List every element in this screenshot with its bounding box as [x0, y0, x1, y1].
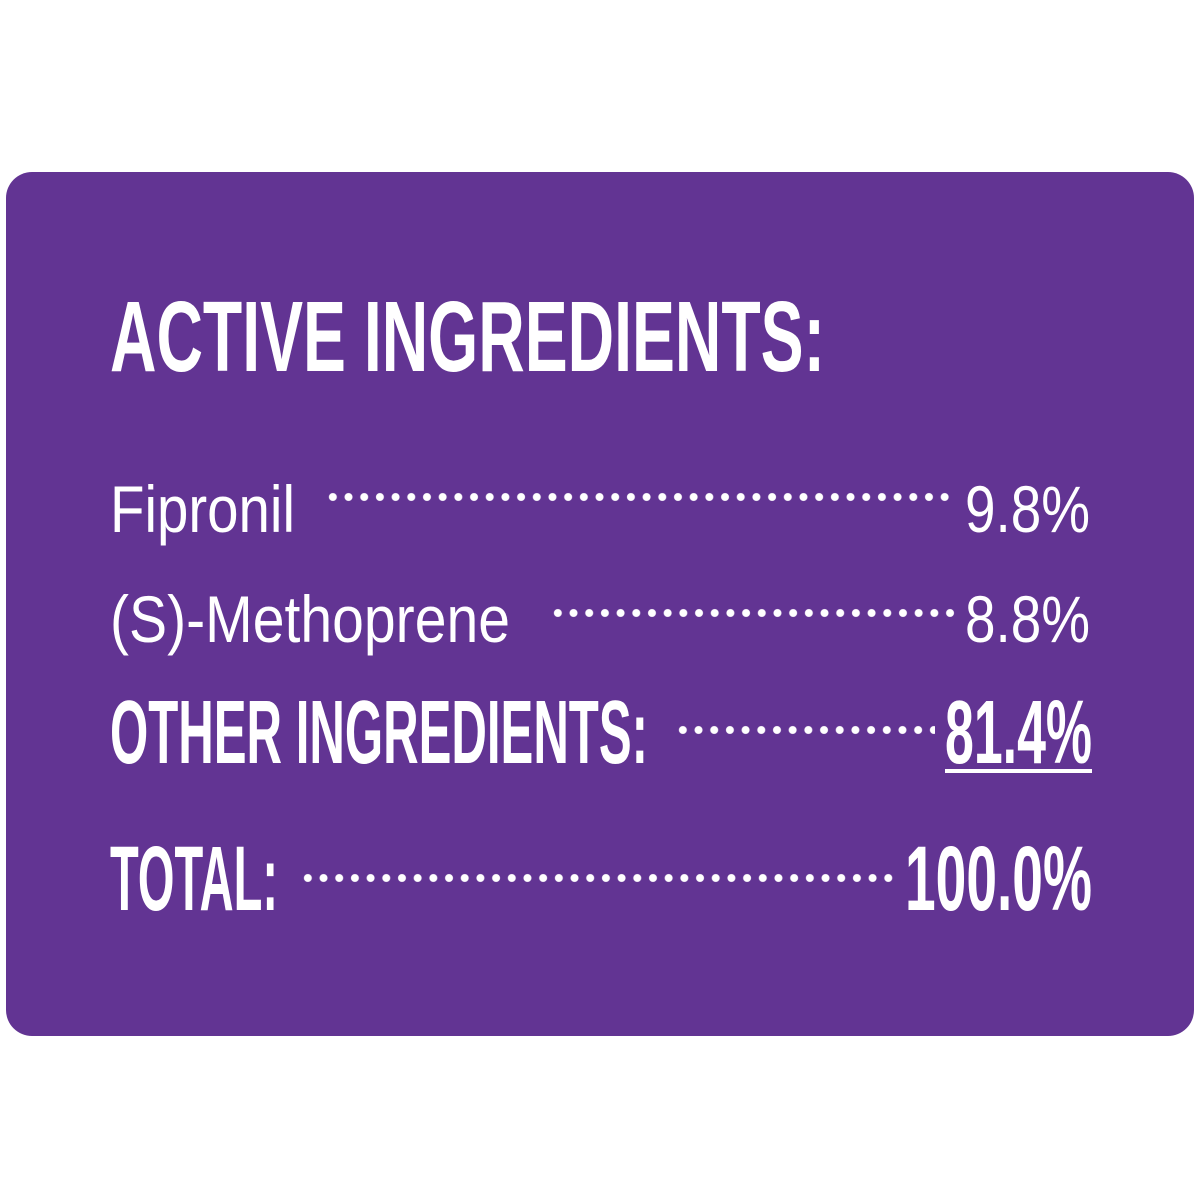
sum-underline: [945, 769, 1092, 773]
ingredients-panel: [6, 172, 1194, 1036]
dot-leader: [550, 608, 955, 618]
other-ingredients-label: OTHER INGREDIENTS:: [110, 683, 648, 783]
ingredient-label-fipronil: Fipronil: [110, 472, 295, 546]
ingredient-value-methoprene: 8.8%: [965, 582, 1090, 656]
ingredient-label-methoprene: (S)-Methoprene: [110, 582, 510, 656]
total-label: TOTAL:: [110, 828, 278, 930]
dot-leader: [675, 725, 935, 735]
dot-leader: [325, 492, 955, 502]
dot-leader: [300, 873, 895, 883]
ingredient-value-fipronil: 9.8%: [965, 472, 1090, 546]
other-ingredients-value: 81.4%: [945, 683, 1092, 783]
active-ingredients-heading: ACTIVE INGREDIENTS:: [110, 281, 825, 393]
total-value: 100.0%: [905, 828, 1092, 930]
